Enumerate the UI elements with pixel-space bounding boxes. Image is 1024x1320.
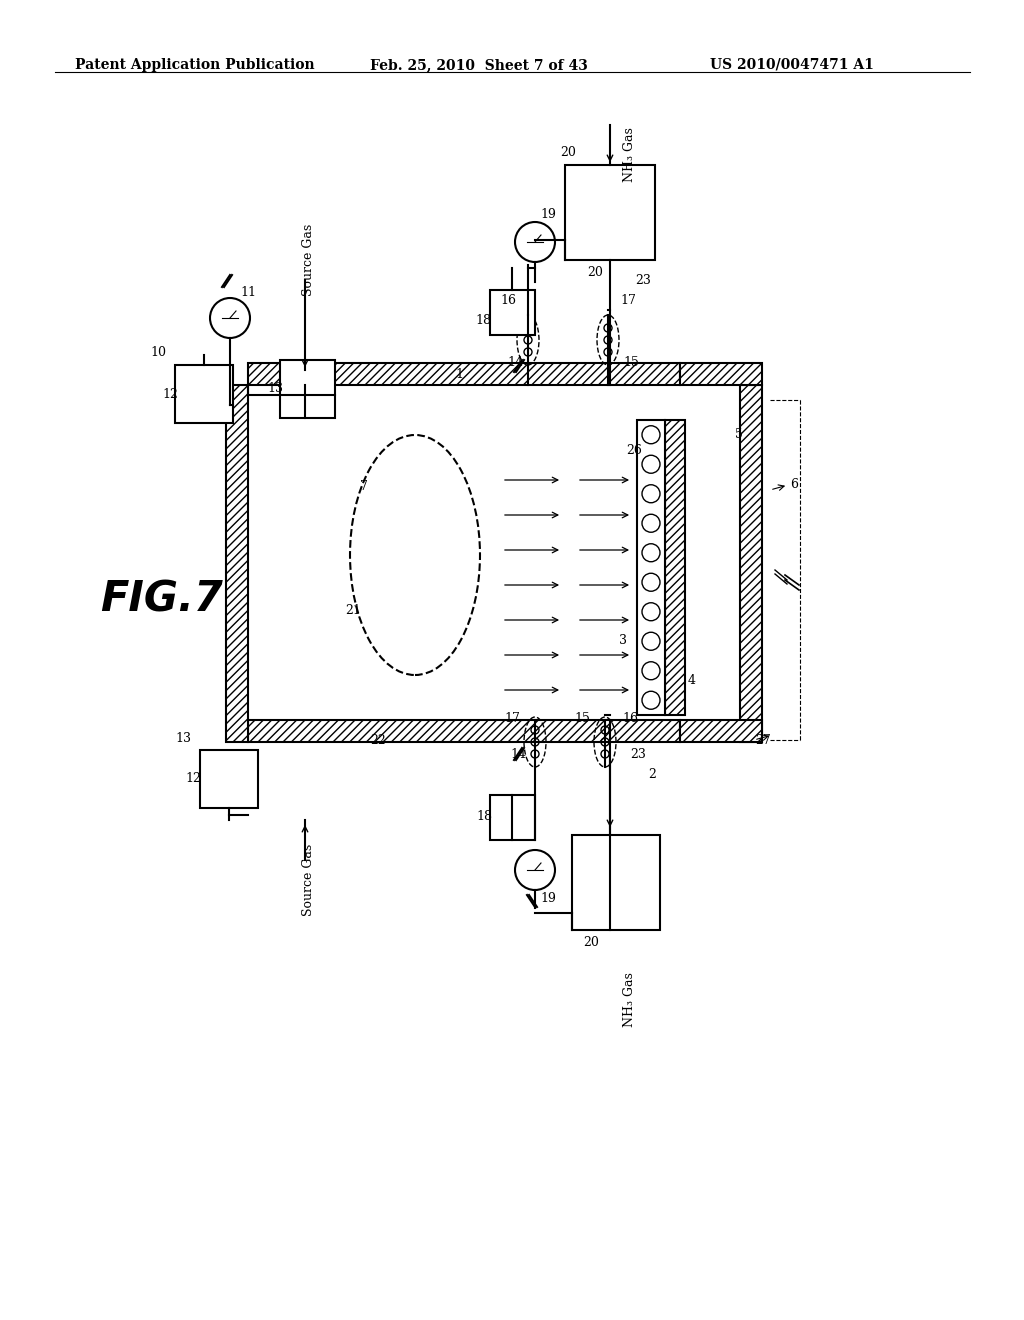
Text: 13: 13 [267, 383, 283, 396]
Bar [248, 719, 680, 742]
Text: 10: 10 [150, 346, 166, 359]
Text: 17: 17 [504, 711, 520, 725]
Text: US 2010/0047471 A1: US 2010/0047471 A1 [710, 58, 873, 73]
Bar [248, 363, 680, 385]
Text: 4: 4 [688, 673, 696, 686]
Text: 12: 12 [185, 772, 201, 785]
Text: 27: 27 [755, 734, 771, 747]
Text: 18: 18 [475, 314, 490, 326]
Text: 13: 13 [175, 731, 191, 744]
Text: 12: 12 [162, 388, 178, 400]
Text: 7: 7 [360, 480, 368, 494]
Text: 20: 20 [587, 267, 603, 280]
Text: Feb. 25, 2010  Sheet 7 of 43: Feb. 25, 2010 Sheet 7 of 43 [370, 58, 588, 73]
Text: 22: 22 [370, 734, 386, 747]
Bar [572, 836, 660, 931]
Text: 20: 20 [583, 936, 599, 949]
Text: Source Gas: Source Gas [302, 843, 315, 916]
Bar [200, 750, 258, 808]
Bar [490, 290, 535, 335]
Bar [665, 420, 685, 715]
Text: NH₃ Gas: NH₃ Gas [623, 973, 636, 1027]
Text: 20: 20 [560, 145, 575, 158]
Bar [565, 165, 655, 260]
Text: 6: 6 [790, 479, 798, 491]
Text: 15: 15 [574, 711, 590, 725]
Bar [740, 385, 762, 742]
Text: NH₃ Gas: NH₃ Gas [623, 128, 636, 182]
Text: 18: 18 [476, 810, 492, 824]
Bar [175, 366, 233, 422]
Text: 5: 5 [735, 429, 742, 441]
Text: 23: 23 [635, 273, 651, 286]
Text: Source Gas: Source Gas [302, 224, 315, 296]
Text: 11: 11 [240, 285, 256, 298]
Bar [226, 385, 248, 742]
Text: Patent Application Publication: Patent Application Publication [75, 58, 314, 73]
Text: 15: 15 [623, 355, 639, 368]
Bar [490, 795, 535, 840]
Text: 19: 19 [540, 891, 556, 904]
Text: 3: 3 [618, 634, 627, 647]
Text: 21: 21 [345, 603, 360, 616]
Text: 16: 16 [500, 293, 516, 306]
Text: 14: 14 [507, 355, 523, 368]
Text: 14: 14 [510, 748, 526, 762]
Bar [680, 719, 762, 742]
Text: 23: 23 [630, 748, 646, 762]
Bar [637, 420, 665, 715]
Bar [680, 363, 762, 385]
Text: FIG.7: FIG.7 [100, 579, 223, 620]
Bar [280, 360, 335, 418]
Text: 2: 2 [648, 768, 656, 781]
Text: 19: 19 [540, 209, 556, 222]
Text: 26: 26 [626, 444, 642, 457]
Text: 1: 1 [455, 368, 463, 381]
Text: 17: 17 [620, 293, 636, 306]
Text: 16: 16 [622, 711, 638, 725]
